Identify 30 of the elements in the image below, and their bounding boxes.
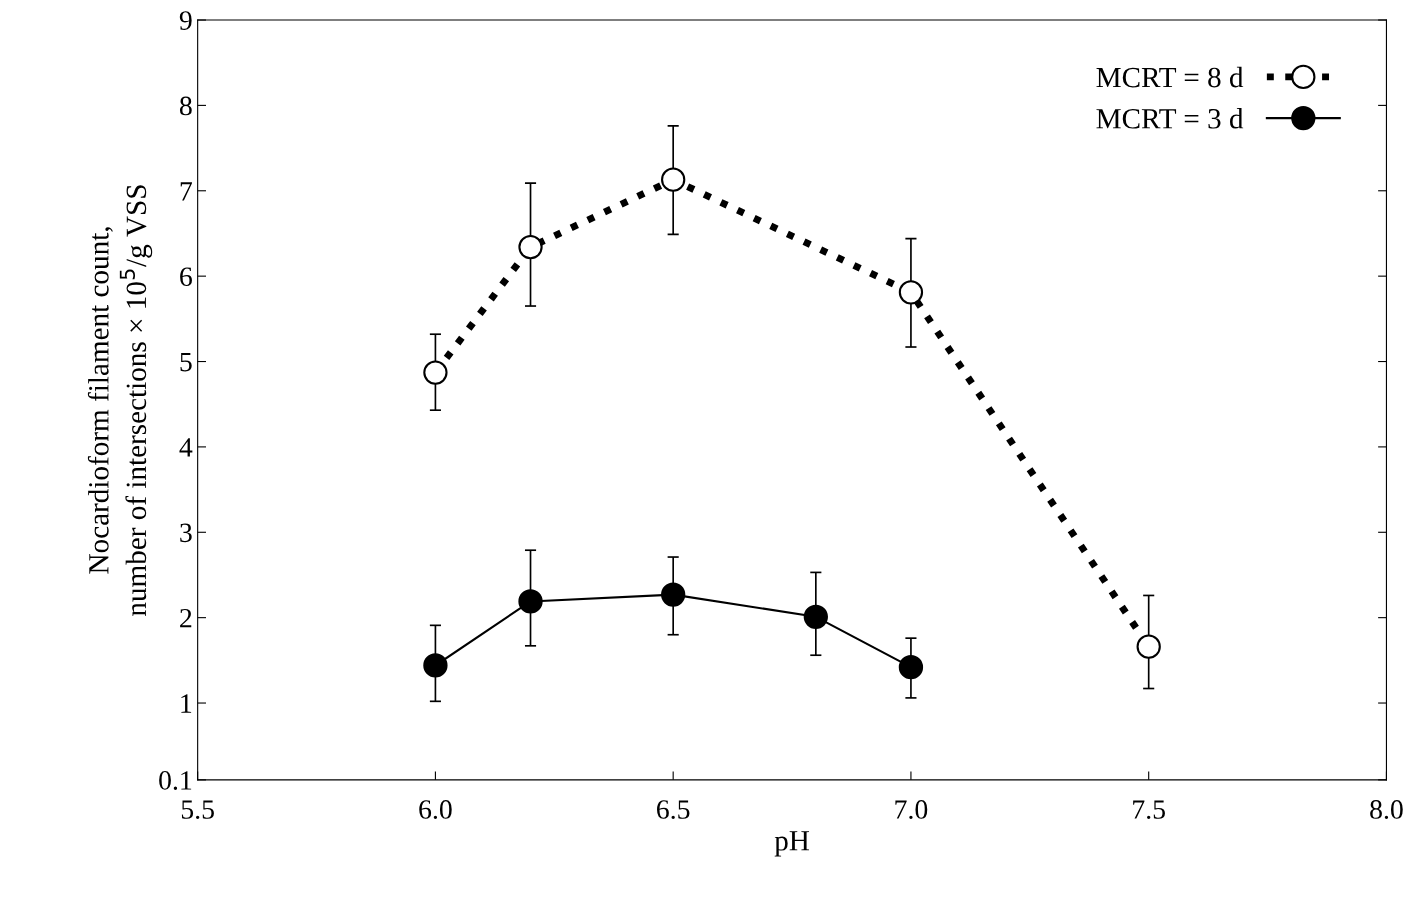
point xyxy=(661,167,686,192)
legend-label: MCRT = 8 d xyxy=(1096,66,1244,88)
y-tick-label: 0.1 xyxy=(159,771,192,790)
point xyxy=(803,604,828,629)
point xyxy=(423,653,448,678)
x-tick-label: 5.5 xyxy=(181,800,214,819)
y-tick-label: 8 xyxy=(179,96,192,116)
y-tick-label: 2 xyxy=(180,608,192,628)
y-axis-title: Nocardioform filament count, number of intersections × 10$^{5}$/g VSS xyxy=(87,185,153,616)
x-tick-label: 6.0 xyxy=(419,800,452,819)
point xyxy=(898,280,924,305)
y-tick-label: 6 xyxy=(180,267,192,287)
point xyxy=(661,582,686,607)
y-tick-label: 7 xyxy=(180,182,192,201)
y-tick-label: 4 xyxy=(179,438,193,457)
y-tick-label: 5 xyxy=(180,352,192,372)
x-tick-label: 7.0 xyxy=(895,800,928,819)
point xyxy=(1136,634,1161,659)
y-tick-label: 9 xyxy=(179,11,192,30)
point xyxy=(423,360,448,385)
legend-label: MCRT = 3 d xyxy=(1096,108,1244,129)
x-tick-label: 8.0 xyxy=(1370,800,1403,819)
x-tick-label: 7.5 xyxy=(1133,800,1165,819)
point xyxy=(518,589,543,614)
point xyxy=(898,655,924,680)
point xyxy=(518,234,543,260)
y-tick-label: 1 xyxy=(181,694,192,713)
y-tick-label: 3 xyxy=(180,523,192,543)
x-tick-label: 6.5 xyxy=(657,800,690,819)
x-axis-title: pH xyxy=(774,831,810,857)
